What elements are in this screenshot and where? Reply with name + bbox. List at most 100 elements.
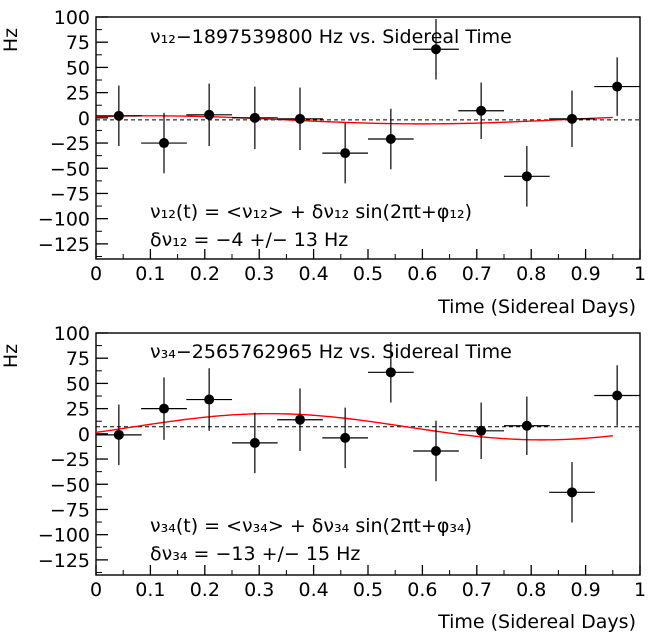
data-point (96, 404, 142, 466)
x-tick-label: 1 (634, 579, 646, 601)
y-tick-label: 75 (66, 348, 90, 370)
y-tick-label: 0 (78, 108, 90, 130)
y-tick-label: 25 (66, 83, 90, 105)
data-point (232, 412, 278, 474)
x-tick-label: 1 (634, 263, 646, 285)
point-marker (340, 148, 351, 159)
x-tick-label: 0.5 (353, 579, 383, 601)
formula-line-2: δν₁₂ = −4 +/− 13 Hz (150, 229, 348, 251)
y-tick-label: −75 (50, 499, 90, 521)
data-point (186, 83, 232, 147)
y-tick-label: −100 (38, 209, 90, 231)
x-tick-label: 0.3 (244, 263, 274, 285)
x-tick-label: 0.3 (244, 579, 274, 601)
data-point (594, 57, 640, 116)
data-marks (95, 342, 640, 523)
data-point (458, 402, 504, 460)
x-tick-label: 0.9 (570, 263, 600, 285)
data-point (277, 388, 323, 451)
x-tick-label: 0.1 (135, 263, 165, 285)
x-tick-label: 0 (90, 579, 102, 601)
data-point (186, 368, 232, 431)
x-axis-label: Time (Sidereal Days) (437, 611, 636, 633)
axis-ticks: 0 0.1 0.2 0.3 0.4 0.5 0.6 0.7 0.8 0.9 11007550250−… (38, 323, 646, 601)
data-point (504, 396, 550, 456)
data-point (458, 82, 504, 140)
y-tick-label: 50 (66, 57, 90, 79)
point-marker (612, 81, 623, 92)
y-tick-label: −25 (50, 133, 90, 155)
point-marker (204, 394, 215, 405)
x-tick-label: 0.8 (516, 579, 546, 601)
point-marker (249, 437, 260, 448)
formula-line-1: ν₁₂(t) = <ν₁₂> + δν₁₂ sin(2πt+φ₁₂) (150, 201, 472, 223)
data-marks (95, 19, 640, 207)
x-tick-label: 0.2 (190, 263, 220, 285)
point-marker (567, 113, 577, 124)
point-marker (431, 445, 441, 456)
y-tick-label: −75 (50, 183, 90, 205)
y-tick-label: −125 (38, 550, 90, 572)
point-marker (113, 110, 124, 121)
point-marker (521, 420, 532, 431)
point-marker (295, 113, 305, 124)
point-marker (159, 403, 169, 414)
y-axis-label: Hz (0, 28, 22, 52)
point-marker (612, 390, 623, 401)
data-point (277, 87, 323, 151)
x-tick-label: 0.6 (407, 579, 437, 601)
data-point (322, 122, 368, 184)
y-tick-label: −25 (50, 449, 90, 471)
y-tick-label: −100 (38, 525, 90, 547)
y-tick-label: 100 (54, 323, 90, 345)
x-tick-label: 0.6 (407, 263, 437, 285)
fit-curve (95, 115, 613, 125)
point-marker (340, 432, 351, 443)
point-marker (476, 425, 487, 436)
x-tick-label: 0.4 (298, 263, 328, 285)
point-marker (385, 367, 396, 378)
panel-nu34: Hz ν₃₄−2565762965 Hz vs. Sidereal Time ν… (0, 323, 646, 633)
axis-ticks: 0 0.1 0.2 0.3 0.4 0.5 0.6 0.7 0.8 0.9 11007550250−… (38, 7, 646, 285)
y-tick-label: 50 (66, 373, 90, 395)
data-point (549, 90, 595, 148)
y-tick-label: −125 (38, 234, 90, 256)
y-tick-label: 0 (78, 424, 90, 446)
x-tick-label: 0.7 (462, 263, 492, 285)
y-tick-label: 100 (54, 7, 90, 29)
formula-line-1: ν₃₄(t) = <ν₃₄> + δν₃₄ sin(2πt+φ₃₄) (150, 515, 472, 537)
data-point (232, 86, 278, 150)
y-tick-label: 25 (66, 399, 90, 421)
x-tick-label: 0.4 (298, 579, 328, 601)
point-marker (204, 109, 215, 120)
point-marker (249, 112, 260, 123)
data-point (322, 407, 368, 469)
x-tick-label: 0.1 (135, 579, 165, 601)
data-point (504, 146, 550, 207)
y-tick-label: −50 (50, 158, 90, 180)
point-marker (431, 44, 441, 55)
x-tick-label: 0.9 (570, 579, 600, 601)
panel-nu12: Hz ν₁₂−1897539800 Hz vs. Sidereal Time ν… (0, 7, 646, 318)
point-marker (113, 429, 124, 440)
data-point (368, 342, 414, 403)
x-tick-label: 0.2 (190, 579, 220, 601)
x-tick-label: 0 (90, 263, 102, 285)
data-point (141, 112, 187, 174)
data-point (549, 462, 595, 523)
data-point (413, 420, 459, 482)
y-tick-label: 75 (66, 32, 90, 54)
data-point (594, 365, 640, 426)
x-tick-label: 0.5 (353, 263, 383, 285)
x-axis-label: Time (Sidereal Days) (437, 296, 636, 318)
data-point (96, 85, 142, 147)
data-point (413, 19, 459, 80)
x-tick-label: 0.8 (516, 263, 546, 285)
point-marker (385, 134, 396, 145)
y-tick-label: −50 (50, 474, 90, 496)
chart-title: ν₁₂−1897539800 Hz vs. Sidereal Time (150, 26, 512, 48)
point-marker (159, 138, 169, 149)
y-axis-label: Hz (0, 344, 22, 368)
plot-frame (95, 332, 641, 576)
